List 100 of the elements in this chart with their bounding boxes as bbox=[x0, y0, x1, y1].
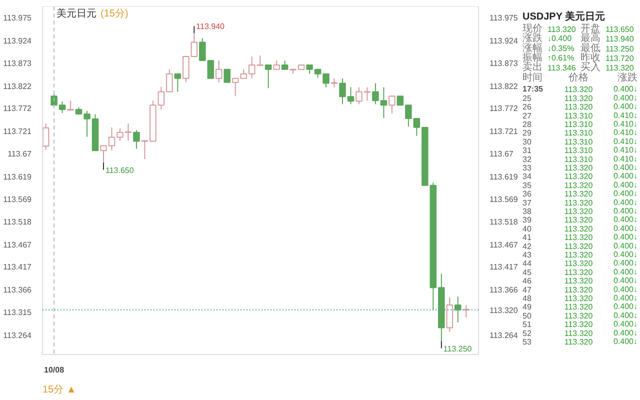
y2-tick-label: 113.518 bbox=[490, 218, 518, 227]
y-tick-label: 113.924 bbox=[3, 36, 32, 46]
candlestick bbox=[264, 64, 272, 89]
y2-tick-label: 113.619 bbox=[490, 172, 518, 182]
text: 113.310 bbox=[564, 146, 594, 156]
text: 48 bbox=[522, 294, 532, 303]
text: 0.400↓ bbox=[613, 102, 638, 112]
text: 0.400↓ bbox=[613, 250, 638, 259]
text: 113.320 bbox=[564, 302, 594, 312]
candlestick bbox=[67, 100, 74, 111]
text: 113.320 bbox=[564, 94, 594, 103]
y-tick-label: 113.772 bbox=[3, 104, 32, 114]
y-tick-label: 113.366 bbox=[3, 285, 32, 294]
y2-tick-label: 113.873 bbox=[490, 59, 518, 68]
text: 0.400↓ bbox=[613, 293, 638, 302]
text: 0.400↓ bbox=[613, 224, 638, 233]
text: 113.320 bbox=[564, 268, 594, 277]
text: 113.320 bbox=[564, 328, 594, 338]
annotation: 113.650 bbox=[105, 166, 134, 175]
text: 26 bbox=[522, 102, 532, 112]
text: 113.320 bbox=[564, 337, 594, 346]
text: ↑0.61% bbox=[548, 53, 574, 62]
text: 113.310 bbox=[564, 154, 594, 164]
text: 113.320 bbox=[564, 294, 594, 303]
text: 买入 bbox=[580, 60, 600, 73]
text: 37 bbox=[522, 198, 532, 208]
text: 40 bbox=[522, 224, 532, 234]
text: 46 bbox=[522, 276, 532, 286]
text: 0.400↓ bbox=[613, 302, 638, 312]
text: 0.400↓ bbox=[613, 284, 638, 294]
text: ↓0.35% bbox=[548, 44, 574, 53]
text: 113.320 bbox=[564, 102, 594, 112]
text: 0.400↓ bbox=[613, 93, 638, 102]
y-tick-label: 113.619 bbox=[3, 172, 32, 182]
text: 113.940 bbox=[606, 34, 634, 44]
text: 113.310 bbox=[564, 128, 594, 138]
text: 42 bbox=[522, 242, 532, 251]
text: 39 bbox=[522, 216, 532, 225]
text: 15分 ▲ bbox=[42, 384, 76, 396]
text: 0.410↓ bbox=[613, 110, 638, 120]
text: 35 bbox=[522, 180, 532, 190]
text: 28 bbox=[522, 120, 532, 129]
text: 50 bbox=[522, 311, 532, 320]
candlestick bbox=[174, 73, 182, 92]
text: 53 bbox=[522, 337, 532, 346]
text: 0.400↓ bbox=[613, 232, 638, 242]
text: 涨幅 bbox=[522, 42, 542, 54]
text: 113.320 bbox=[564, 276, 594, 286]
chart-title: 美元日元 bbox=[56, 8, 96, 20]
y-tick-label: 113.873 bbox=[3, 59, 32, 68]
text: 113.320 bbox=[564, 198, 594, 208]
y2-tick-label: 113.924 bbox=[490, 36, 518, 46]
text: 0.400↓ bbox=[613, 310, 638, 320]
y-tick-label: 113.264 bbox=[3, 330, 32, 340]
y-tick-label: 113.315 bbox=[3, 308, 32, 318]
text: 113.320 bbox=[564, 285, 594, 294]
text: 0.400↓ bbox=[613, 198, 638, 207]
text: 113.320 bbox=[548, 25, 576, 34]
text: 0.400↓ bbox=[613, 336, 638, 346]
text: 113.346 bbox=[548, 63, 576, 72]
y2-tick-label: 113.569 bbox=[490, 194, 518, 204]
text: 0.410↓ bbox=[613, 136, 638, 146]
y2-tick-label: 113.67 bbox=[490, 150, 514, 159]
text: 0.400↓ bbox=[613, 276, 638, 286]
text: 113.320 bbox=[564, 216, 594, 225]
text: 45 bbox=[522, 268, 532, 277]
text: 27 bbox=[522, 111, 532, 120]
text: 最低 bbox=[580, 42, 600, 54]
y-tick-label: 113.721 bbox=[3, 126, 32, 136]
text: 47 bbox=[522, 285, 532, 294]
text: 卖出 bbox=[522, 60, 542, 73]
text: 0.400↓ bbox=[613, 180, 638, 190]
text: 昨收 bbox=[580, 51, 600, 64]
y2-tick-label: 113.366 bbox=[490, 285, 518, 294]
annotation: 113.250 bbox=[443, 344, 472, 354]
text: 113.250 bbox=[606, 44, 634, 54]
text: 振幅 bbox=[522, 51, 542, 64]
y2-tick-label: 113.772 bbox=[490, 104, 518, 114]
text: 43 bbox=[522, 250, 532, 260]
y-tick-label: 113.975 bbox=[3, 14, 32, 23]
text: 0.410↓ bbox=[613, 119, 638, 128]
text: 0.400↓ bbox=[613, 84, 638, 94]
y2-tick-label: 113.417 bbox=[490, 262, 518, 272]
y2-tick-label: 113.264 bbox=[490, 330, 518, 340]
candlestick bbox=[454, 296, 462, 323]
y2-tick-label: 113.822 bbox=[490, 82, 518, 91]
text: 涨跌 bbox=[522, 32, 542, 44]
text: 32 bbox=[522, 154, 532, 164]
text: 113.310 bbox=[564, 137, 594, 146]
text: 113.320 bbox=[564, 206, 594, 216]
y-tick-label: 113.67 bbox=[8, 150, 32, 159]
text: 113.320 bbox=[564, 233, 594, 242]
text: 0.400↓ bbox=[613, 320, 638, 329]
text: 113.320 bbox=[564, 311, 594, 320]
text: 0.410↓ bbox=[613, 146, 638, 155]
candlestick bbox=[388, 96, 396, 114]
y-tick-label: 113.822 bbox=[3, 82, 32, 91]
text: 113.650 bbox=[606, 25, 634, 34]
text: 最高 bbox=[580, 32, 600, 44]
text: USDJPY 美元日元 bbox=[522, 10, 606, 22]
